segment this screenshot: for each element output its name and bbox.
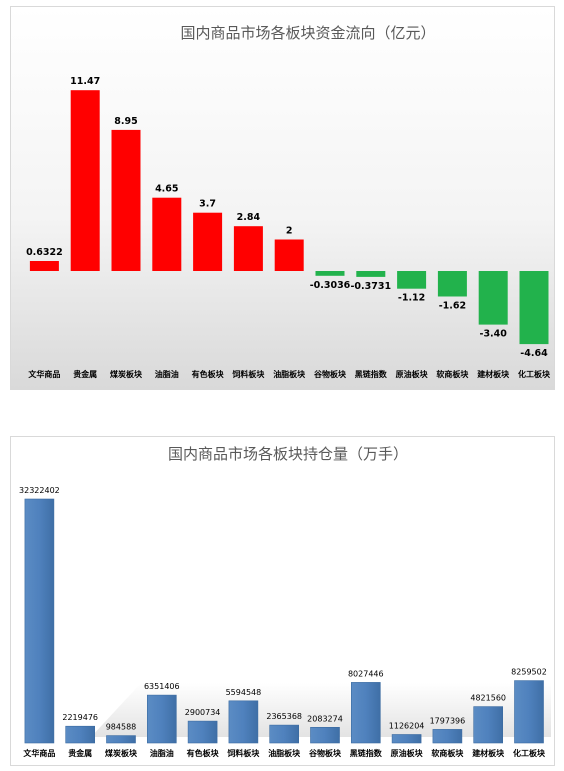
category-label-9: 原油板块 xyxy=(391,748,424,758)
data-label-7: 2083274 xyxy=(307,714,343,723)
category-label-1: 贵金属 xyxy=(68,748,92,758)
open-interest-chart-panel: 国内商品市场各板块持仓量（万手） 32322402 2219476 984588 63… xyxy=(10,436,555,766)
category-label-7: 谷物板块 xyxy=(313,369,347,379)
data-label-10: 1797396 xyxy=(430,716,466,725)
category-label-5: 饲料板块 xyxy=(231,369,265,379)
bar-2 xyxy=(111,129,141,271)
bar-7 xyxy=(315,271,345,276)
chart-background xyxy=(11,7,554,389)
bar-0 xyxy=(24,498,55,744)
value-label-group: 32322402 2219476 984588 6351406 2900734 55945… xyxy=(19,486,547,732)
category-label-10: 软商板块 xyxy=(431,748,464,758)
open-interest-chart: 国内商品市场各板块持仓量（万手） 32322402 2219476 984588 63… xyxy=(19,445,551,758)
data-label-3: 4.65 xyxy=(155,184,178,195)
bar-group xyxy=(29,90,549,345)
bar-1 xyxy=(70,90,100,271)
data-label-4: 2900734 xyxy=(185,708,221,717)
data-label-0: 32322402 xyxy=(19,486,60,495)
category-label-1: 贵金属 xyxy=(73,369,97,379)
data-label-1: 2219476 xyxy=(62,713,98,722)
bar-6 xyxy=(274,239,304,271)
data-label-5: 5594548 xyxy=(226,688,262,697)
bar-8 xyxy=(350,682,381,744)
category-label-12: 化工板块 xyxy=(518,369,551,379)
category-label-3: 油脂油 xyxy=(155,369,179,379)
chart-title: 国内商品市场各板块持仓量（万手） xyxy=(168,445,408,463)
bar-1 xyxy=(65,725,96,744)
category-label-4: 有色板块 xyxy=(192,369,225,379)
bar-3 xyxy=(152,197,182,271)
data-label-10: -1.62 xyxy=(439,301,466,312)
data-label-8: -0.3731 xyxy=(350,281,391,292)
bar-6 xyxy=(269,724,300,744)
data-label-9: 1126204 xyxy=(389,722,425,731)
data-label-2: 8.95 xyxy=(114,116,137,127)
data-label-12: 8259502 xyxy=(511,668,547,677)
category-label-11: 建材板块 xyxy=(476,369,510,379)
category-label-6: 油脂板块 xyxy=(273,369,306,379)
bar-10 xyxy=(437,271,467,297)
bar-11 xyxy=(473,706,504,744)
bar-3 xyxy=(147,694,177,744)
category-label-12: 化工板块 xyxy=(513,748,546,758)
bar-group xyxy=(24,498,544,744)
bar-12 xyxy=(519,271,549,345)
category-label-7: 谷物板块 xyxy=(308,748,342,758)
bar-10 xyxy=(432,729,463,744)
data-label-4: 3.7 xyxy=(199,199,216,210)
category-label-group: 文华商品 贵金属 煤炭板块 油脂油 有色板块 饲料板块 油脂板块 谷物板块 黑链指数 原油板块 软商… xyxy=(28,369,551,379)
bar-4 xyxy=(193,212,223,271)
bar-11 xyxy=(478,271,508,325)
data-label-12: -4.64 xyxy=(520,348,548,359)
bar-5 xyxy=(233,226,263,271)
bar-5 xyxy=(228,700,259,744)
bar-9 xyxy=(391,734,422,744)
data-label-7: -0.3036 xyxy=(310,280,351,291)
data-label-5: 2.84 xyxy=(237,212,261,223)
category-label-group: 文华商品 贵金属 煤炭板块 油脂油 有色板块 饲料板块 油脂板块 谷物板块 黑链指数 原油板块 软商… xyxy=(23,748,546,758)
category-label-4: 有色板块 xyxy=(187,748,220,758)
fund-flow-chart: 国内商品市场各板块资金流向（亿元） 0.6322 11.47 8.95 4.65 3.7… xyxy=(11,7,554,389)
value-label-group: 0.6322 11.47 8.95 4.65 3.7 2.84 2 -0.3036 -0.373… xyxy=(26,76,548,359)
bar-7 xyxy=(310,726,340,744)
data-label-6: 2365368 xyxy=(266,712,302,721)
category-label-3: 油脂油 xyxy=(150,748,174,758)
data-label-0: 0.6322 xyxy=(26,247,63,258)
fund-flow-chart-panel: 国内商品市场各板块资金流向（亿元） 0.6322 11.47 8.95 4.65 3.7… xyxy=(10,6,555,390)
data-label-11: 4821560 xyxy=(470,694,506,703)
bar-12 xyxy=(514,680,544,744)
data-label-3: 6351406 xyxy=(144,682,180,691)
category-label-2: 煤炭板块 xyxy=(105,748,138,758)
category-label-8: 黑链指数 xyxy=(355,369,388,379)
data-label-1: 11.47 xyxy=(70,76,100,87)
category-label-0: 文华商品 xyxy=(28,369,60,379)
category-label-2: 煤炭板块 xyxy=(110,369,143,379)
bar-8 xyxy=(356,271,386,277)
category-label-0: 文华商品 xyxy=(23,748,55,758)
bar-2 xyxy=(106,735,136,744)
bar-0 xyxy=(29,261,59,271)
data-label-9: -1.12 xyxy=(398,293,425,304)
category-label-5: 饲料板块 xyxy=(226,748,260,758)
data-label-6: 2 xyxy=(286,226,293,237)
bar-9 xyxy=(397,271,427,289)
chart-title: 国内商品市场各板块资金流向（亿元） xyxy=(180,24,435,42)
category-label-6: 油脂板块 xyxy=(268,748,301,758)
data-label-11: -3.40 xyxy=(480,329,508,340)
category-label-10: 软商板块 xyxy=(436,369,469,379)
data-label-2: 984588 xyxy=(106,723,137,732)
category-label-8: 黑链指数 xyxy=(350,748,383,758)
data-label-8: 8027446 xyxy=(348,669,384,678)
category-label-9: 原油板块 xyxy=(396,369,429,379)
bar-4 xyxy=(187,720,218,744)
category-label-11: 建材板块 xyxy=(471,748,505,758)
